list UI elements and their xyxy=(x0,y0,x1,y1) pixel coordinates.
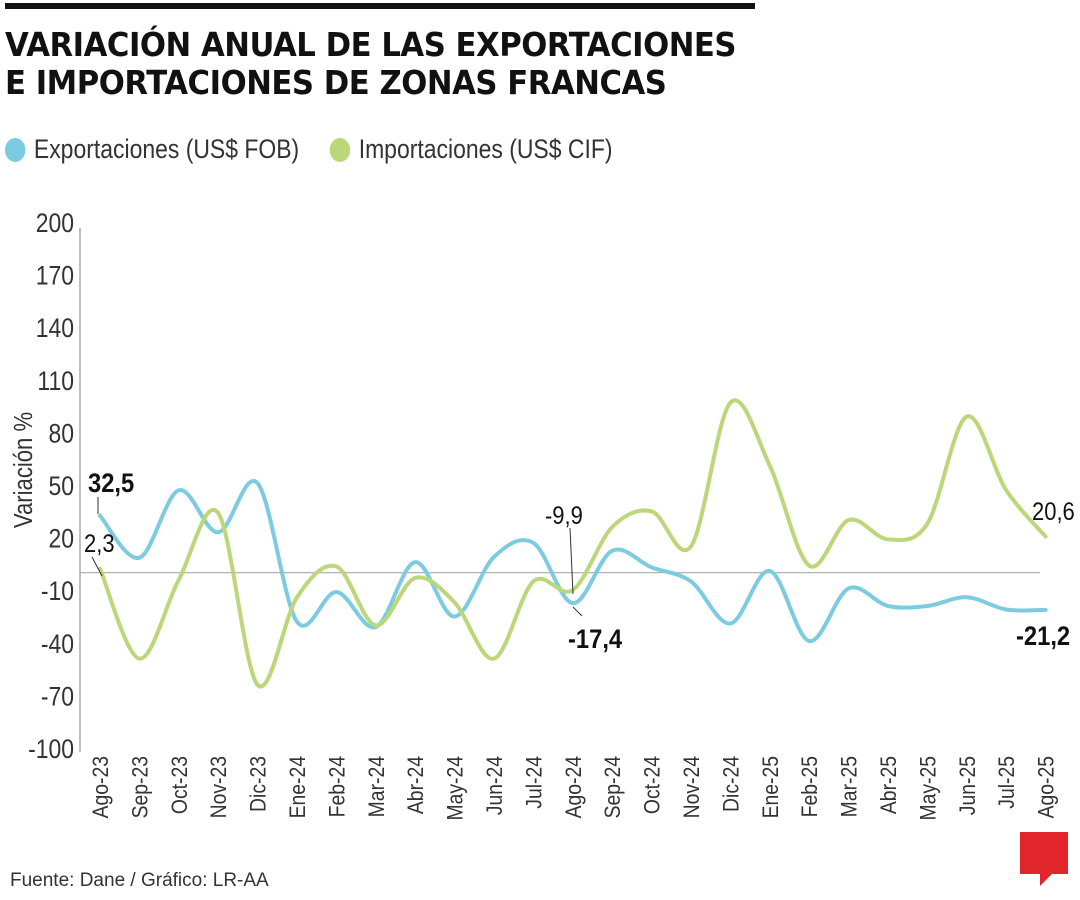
imports-line xyxy=(98,398,1048,689)
x-tick-label: Mar-24 xyxy=(365,756,389,817)
legend-swatch-exports xyxy=(5,137,26,162)
legend-item-exports: Exportaciones (US$ FOB) xyxy=(5,134,299,165)
legend-item-imports: Importaciones (US$ CIF) xyxy=(329,134,613,165)
y-axis-label: Variación % xyxy=(9,412,38,528)
x-tick-label: Ago-23 xyxy=(89,756,113,818)
data-label: 2,3 xyxy=(84,530,115,558)
y-tick-label: 80 xyxy=(48,419,74,449)
x-tick-label: Abr-25 xyxy=(877,756,901,814)
title-line-1: VARIACIÓN ANUAL DE LAS EXPORTACIONES xyxy=(5,25,737,64)
source-note: Fuente: Dane / Gráfico: LR-AA xyxy=(10,870,269,891)
chart-title: VARIACIÓN ANUAL DE LAS EXPORTACIONES E I… xyxy=(5,25,737,102)
y-tick-label: 20 xyxy=(48,524,74,554)
x-tick-label: May-24 xyxy=(443,756,467,821)
data-label: 20,6 xyxy=(1032,498,1075,526)
annotation-leader xyxy=(572,606,583,617)
legend: Exportaciones (US$ FOB) Importaciones (U… xyxy=(5,134,643,165)
y-tick-label: 140 xyxy=(36,313,74,343)
x-tick-label: Feb-25 xyxy=(798,756,822,817)
x-tick-label: Nov-23 xyxy=(207,756,231,818)
x-tick-label: Jun-24 xyxy=(483,756,507,815)
x-tick-label: Jun-25 xyxy=(956,756,980,815)
legend-swatch-imports xyxy=(329,137,351,162)
y-tick-label: -40 xyxy=(41,629,74,659)
y-tick-label: 50 xyxy=(48,471,74,501)
annotation-leader xyxy=(569,527,574,595)
x-tick-label: Sep-24 xyxy=(601,756,625,818)
y-tick-label: 200 xyxy=(36,208,74,238)
x-tick-label: Nov-24 xyxy=(680,756,704,818)
x-tick-label: Mar-25 xyxy=(837,756,861,817)
x-tick-label: Ene-24 xyxy=(286,756,310,818)
lr-logo xyxy=(1020,832,1068,886)
x-tick-label: Jul-25 xyxy=(995,756,1019,809)
legend-label-exports: Exportaciones (US$ FOB) xyxy=(33,134,300,164)
y-tick-label: -10 xyxy=(41,576,74,606)
data-label: -9,9 xyxy=(545,502,583,530)
x-tick-label: Jul-24 xyxy=(522,756,546,809)
x-tick-label: Oct-24 xyxy=(640,756,664,814)
x-tick-label: Abr-24 xyxy=(404,756,428,814)
y-tick-label: 170 xyxy=(36,261,74,291)
y-tick-label: -70 xyxy=(41,682,74,712)
legend-label-imports: Importaciones (US$ CIF) xyxy=(358,134,613,164)
y-tick-label: -100 xyxy=(28,734,74,764)
y-tick-label: 110 xyxy=(37,366,74,396)
data-label: -21,2 xyxy=(1016,622,1070,652)
data-label: 32,5 xyxy=(88,469,134,499)
annotation-leader xyxy=(91,556,103,577)
exports-line xyxy=(98,478,1048,644)
x-tick-label: Dic-23 xyxy=(246,756,270,812)
x-tick-label: Sep-23 xyxy=(128,756,152,818)
top-rule xyxy=(5,3,755,9)
x-tick-label: Ago-24 xyxy=(562,756,586,818)
x-tick-label: Ene-25 xyxy=(759,756,783,818)
x-tick-label: Dic-24 xyxy=(719,756,743,812)
title-line-2: E IMPORTACIONES DE ZONAS FRANCAS xyxy=(5,63,667,102)
data-label: -17,4 xyxy=(568,625,622,655)
x-tick-label: Ago-25 xyxy=(1034,756,1058,818)
x-tick-label: Feb-24 xyxy=(325,756,349,817)
x-tick-label: Oct-23 xyxy=(168,756,192,814)
x-tick-label: May-25 xyxy=(916,756,940,821)
